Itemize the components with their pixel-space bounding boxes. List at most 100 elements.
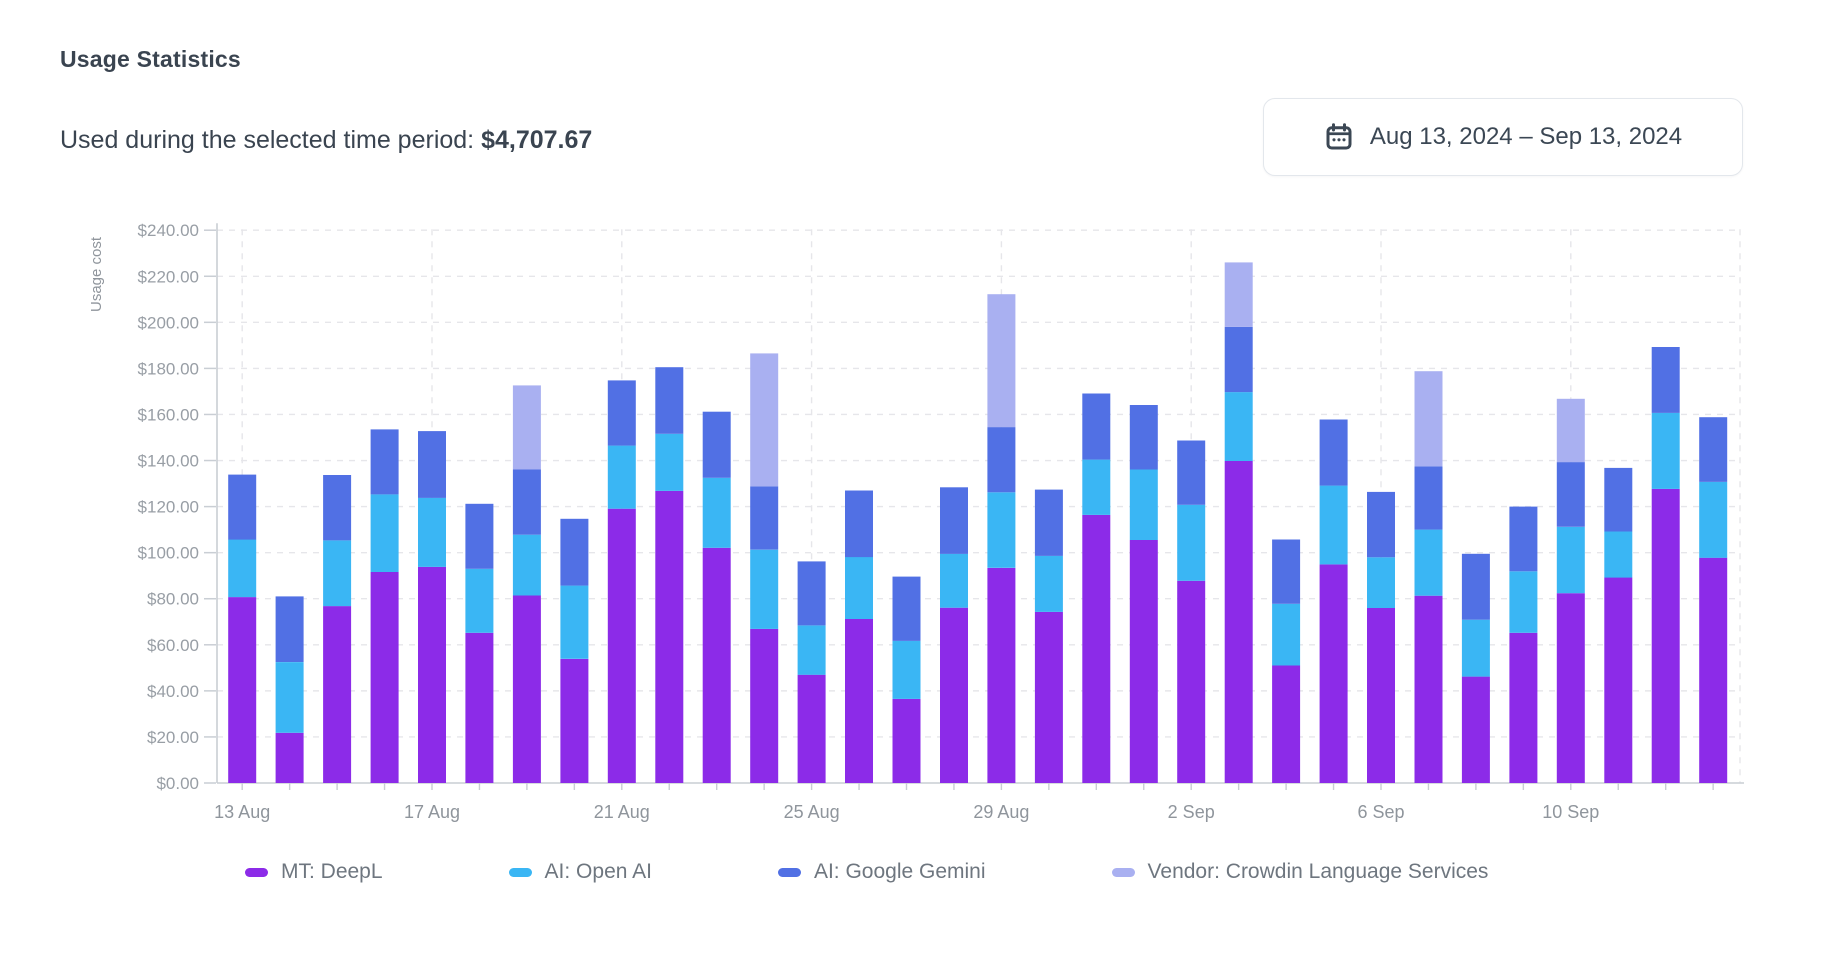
bar-segment[interactable] (940, 607, 968, 783)
bar-segment[interactable] (275, 732, 304, 783)
bar-segment[interactable] (1224, 461, 1253, 783)
bar-segment[interactable] (1034, 489, 1063, 556)
bar-segment[interactable] (750, 353, 779, 487)
bar-segment[interactable] (987, 427, 1016, 493)
bar-segment[interactable] (1224, 326, 1253, 393)
bar-segment[interactable] (797, 561, 826, 626)
bar-segment[interactable] (1414, 529, 1443, 596)
bar-segment[interactable] (1414, 595, 1443, 783)
bar-segment[interactable] (702, 547, 731, 783)
bar-segment[interactable] (1509, 632, 1538, 783)
bar-segment[interactable] (1414, 466, 1443, 530)
usage-cost-stacked-bar-chart[interactable]: $0.00 $20.00 $40.00 $60.00 $80.00 $100.00 $120… (0, 170, 1839, 860)
bar-segment[interactable] (560, 518, 589, 586)
bar-segment[interactable] (892, 576, 921, 641)
bar-segment[interactable] (228, 597, 257, 783)
bar-segment[interactable] (1556, 526, 1585, 594)
bar-segment[interactable] (1367, 607, 1395, 783)
bar-segment[interactable] (1319, 485, 1348, 565)
bar-segment[interactable] (1272, 665, 1301, 784)
bar-segment[interactable] (1319, 564, 1348, 783)
bar-segment[interactable] (512, 595, 541, 784)
bar-segment[interactable] (1556, 593, 1585, 783)
bar-segment[interactable] (1177, 440, 1206, 505)
bar-segment[interactable] (228, 539, 257, 598)
bar-segment[interactable] (1414, 371, 1443, 467)
bar-segment[interactable] (845, 490, 873, 558)
bar-segment[interactable] (655, 367, 684, 434)
bar-segment[interactable] (275, 596, 304, 662)
bar-segment[interactable] (1129, 405, 1158, 470)
bar-segment[interactable] (987, 567, 1016, 783)
bar-segment[interactable] (1082, 393, 1111, 460)
bar-segment[interactable] (892, 640, 921, 699)
bar-segment[interactable] (1651, 488, 1680, 783)
bar-segment[interactable] (1129, 540, 1158, 783)
bar-segment[interactable] (418, 431, 446, 498)
bar-segment[interactable] (418, 497, 446, 567)
bar-segment[interactable] (465, 503, 494, 569)
bar-segment[interactable] (228, 474, 257, 540)
bar-segment[interactable] (1272, 539, 1301, 604)
bar-segment[interactable] (655, 433, 684, 491)
bar-segment[interactable] (1604, 577, 1633, 784)
bar-segment[interactable] (1272, 603, 1301, 666)
bar-segment[interactable] (370, 572, 399, 783)
bar-segment[interactable] (370, 429, 399, 495)
bar-segment[interactable] (1224, 262, 1253, 327)
date-range-button[interactable]: Aug 13, 2024 – Sep 13, 2024 (1263, 98, 1743, 176)
legend-item-deepl[interactable]: MT: DeepL (245, 860, 383, 884)
bar-segment[interactable] (418, 566, 446, 783)
bar-segment[interactable] (1651, 412, 1680, 489)
bar-segment[interactable] (655, 490, 684, 783)
bar-segment[interactable] (1509, 506, 1538, 572)
bar-segment[interactable] (1461, 619, 1490, 677)
bar-segment[interactable] (1034, 555, 1063, 612)
bar-segment[interactable] (512, 534, 541, 596)
bar-segment[interactable] (797, 625, 826, 675)
bar-segment[interactable] (702, 411, 731, 478)
bar-segment[interactable] (275, 662, 304, 733)
bar-segment[interactable] (1461, 676, 1490, 783)
bar-segment[interactable] (1367, 491, 1395, 558)
bar-segment[interactable] (845, 619, 873, 783)
bar-segment[interactable] (1082, 459, 1111, 515)
bar-segment[interactable] (1699, 417, 1728, 482)
bar-segment[interactable] (1367, 557, 1395, 608)
bar-segment[interactable] (465, 568, 494, 633)
bar-segment[interactable] (1509, 571, 1538, 633)
bar-segment[interactable] (1604, 531, 1633, 578)
bar-segment[interactable] (987, 492, 1016, 568)
bar-segment[interactable] (1129, 469, 1158, 541)
legend-item-gemini[interactable]: AI: Google Gemini (777, 860, 986, 884)
bar-segment[interactable] (512, 469, 541, 535)
bar-segment[interactable] (797, 674, 826, 783)
bar-segment[interactable] (1177, 504, 1206, 581)
bar-segment[interactable] (940, 553, 968, 608)
bar-segment[interactable] (323, 606, 352, 783)
bar-segment[interactable] (1604, 467, 1633, 532)
bar-segment[interactable] (1651, 347, 1680, 413)
bar-segment[interactable] (1556, 398, 1585, 463)
bar-segment[interactable] (940, 487, 968, 554)
bar-segment[interactable] (465, 632, 494, 783)
bar-segment[interactable] (560, 585, 589, 659)
bar-segment[interactable] (1461, 553, 1490, 620)
bar-segment[interactable] (560, 658, 589, 783)
bar-segment[interactable] (1319, 419, 1348, 486)
bar-segment[interactable] (1082, 514, 1111, 783)
bar-segment[interactable] (1556, 462, 1585, 527)
bar-segment[interactable] (607, 445, 636, 509)
bar-segment[interactable] (750, 486, 779, 550)
bar-segment[interactable] (987, 294, 1016, 428)
bar-segment[interactable] (1034, 611, 1063, 783)
legend-item-openai[interactable]: AI: Open AI (508, 860, 652, 884)
bar-segment[interactable] (1224, 392, 1253, 461)
bar-segment[interactable] (323, 540, 352, 607)
bar-segment[interactable] (607, 508, 636, 783)
bar-segment[interactable] (750, 628, 779, 783)
bar-segment[interactable] (1699, 482, 1728, 558)
bar-segment[interactable] (892, 698, 921, 783)
bar-segment[interactable] (512, 385, 541, 470)
legend-item-vendor[interactable]: Vendor: Crowdin Language Services (1111, 860, 1488, 884)
